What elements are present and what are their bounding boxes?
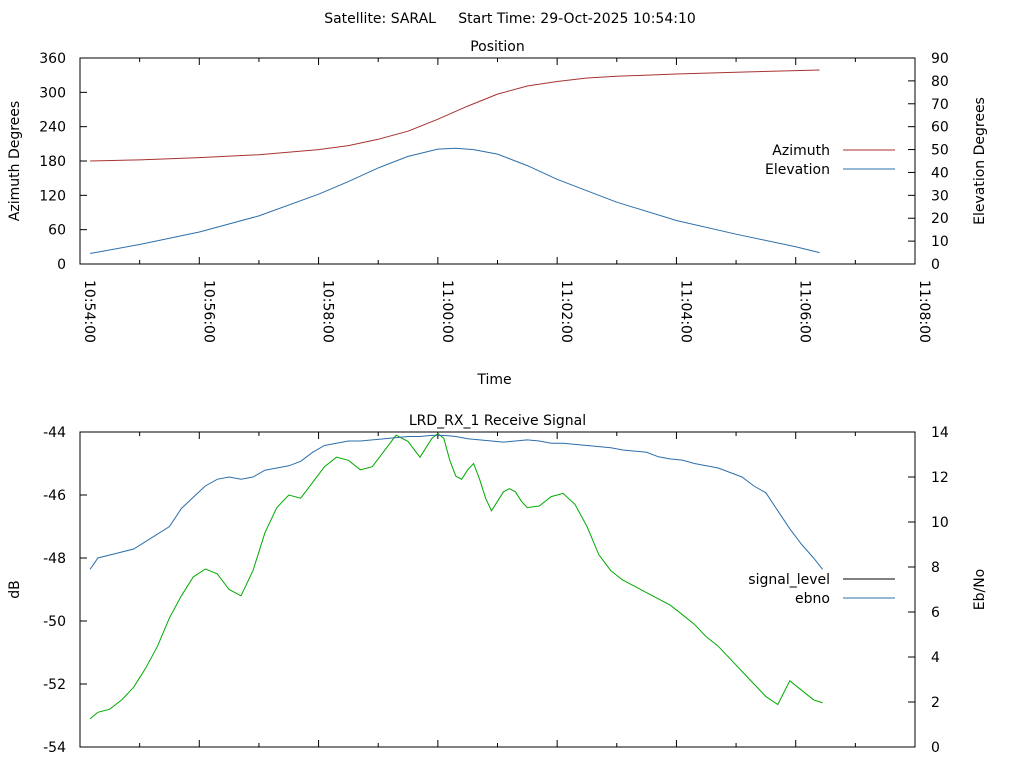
chart-header-title: Satellite: SARAL Start Time: 29-Oct-2025…	[324, 11, 696, 27]
y2-tick-label: 70	[931, 97, 949, 113]
y-tick-label: -46	[43, 488, 66, 504]
x-tick-label: 11:06:00	[797, 280, 813, 343]
azimuth-line	[90, 69, 820, 162]
y-tick-label: -54	[43, 740, 66, 756]
y2-tick-label: 12	[931, 470, 949, 486]
y-tick-label: -52	[43, 677, 66, 693]
y-tick-label: -44	[43, 425, 66, 441]
y-axis-label: Azimuth Degrees	[7, 101, 23, 221]
y2-tick-label: 10	[931, 234, 949, 250]
y2-tick-label: 80	[931, 74, 949, 90]
y-tick-label: 180	[39, 154, 66, 170]
y-axis-label: dB	[7, 580, 23, 599]
x-tick-label: 10:58:00	[320, 280, 336, 343]
y2-tick-label: 14	[931, 425, 949, 441]
y-tick-label: 0	[57, 257, 66, 273]
y2-tick-label: 20	[931, 211, 949, 227]
y-tick-label: -48	[43, 551, 66, 567]
y-tick-label: 60	[48, 223, 66, 239]
y2-tick-label: 0	[931, 257, 940, 273]
y-tick-label: -50	[43, 614, 66, 630]
y2-axis-label: Elevation Degrees	[972, 97, 988, 225]
chart-title: LRD_RX_1 Receive Signal	[409, 413, 586, 429]
plot-frame	[79, 57, 916, 265]
ebno-line	[89, 434, 823, 570]
legend-label-azimuth: Azimuth	[772, 143, 830, 159]
y2-tick-label: 30	[931, 188, 949, 204]
y2-tick-label: 8	[931, 560, 940, 576]
x-tick-label: 11:04:00	[677, 280, 693, 343]
receive-signal-plot: LRD_RX_1 Receive Signal -54 -52 -50 -48 -46 -4…	[7, 413, 988, 756]
y-tick-label: 360	[39, 51, 66, 67]
x-tick-label: 10:56:00	[200, 280, 216, 343]
legend-label-ebno: ebno	[795, 591, 830, 607]
x-tick-label: 11:08:00	[916, 280, 932, 343]
y-tick-label: 240	[39, 120, 66, 136]
y-tick-label: 300	[39, 85, 66, 101]
y2-tick-label: 90	[931, 51, 949, 67]
y2-axis-label: Eb/No	[972, 569, 988, 611]
plot-frame	[79, 431, 916, 748]
x-tick-label: 11:02:00	[558, 280, 574, 343]
legend-label-elevation: Elevation	[765, 162, 830, 178]
elevation-line	[90, 147, 820, 254]
y2-tick-label: 6	[931, 605, 940, 621]
y2-tick-label: 50	[931, 143, 949, 159]
y2-tick-label: 60	[931, 120, 949, 136]
legend-label-signal-level: signal_level	[748, 572, 830, 588]
y2-tick-label: 2	[931, 695, 940, 711]
y2-tick-label: 4	[931, 650, 940, 666]
chart-title: Position	[470, 39, 525, 55]
x-tick-label: 11:00:00	[439, 280, 455, 343]
y-tick-label: 120	[39, 188, 66, 204]
position-plot: Position 0 60 120 180 240 300 360 0 10 20 30 40 50 60 7…	[7, 39, 988, 388]
signal-level-line	[89, 432, 823, 720]
x-tick-label: 10:54:00	[81, 280, 97, 343]
x-axis-label: Time	[476, 372, 511, 388]
y2-tick-label: 0	[931, 740, 940, 756]
y2-tick-label: 10	[931, 515, 949, 531]
y2-tick-label: 40	[931, 165, 949, 181]
